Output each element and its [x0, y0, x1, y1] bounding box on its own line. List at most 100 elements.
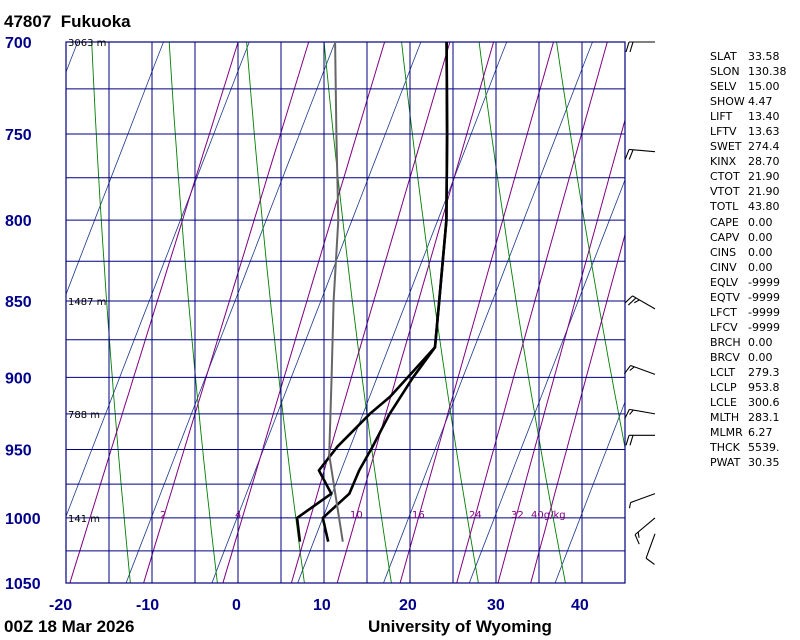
mixing-ratio-label: 10	[350, 510, 363, 521]
index-key: SWET	[710, 140, 742, 154]
index-value: 279.3	[748, 365, 780, 379]
index-row: TOTL 43.80	[710, 199, 787, 214]
isotherm--20	[66, 42, 250, 518]
mixing-ratio-40	[530, 232, 625, 583]
mixing-ratio-label: 16	[412, 510, 425, 521]
station-name: Fukuoka	[60, 12, 131, 31]
temp-tick-label: -10	[136, 597, 159, 614]
barb-staff	[630, 364, 656, 375]
dry-adiabat-320	[556, 42, 625, 450]
barb-staff	[630, 493, 656, 504]
index-row: PWAT 30.35	[710, 455, 787, 470]
pressure-label: 1050	[5, 576, 41, 593]
barb-flag	[625, 435, 630, 446]
parcel-path-line	[328, 42, 344, 542]
dry-adiabat-270	[168, 42, 218, 583]
index-value: 953.8	[748, 381, 780, 395]
index-value: 13.63	[748, 125, 780, 139]
barb-flag	[629, 435, 634, 446]
temp-tick-label: 30	[487, 597, 505, 614]
index-row: CAPE 0.00	[710, 215, 787, 230]
index-key: LCLE	[710, 396, 737, 410]
index-key: EQLV	[710, 275, 739, 289]
barb-flag	[627, 297, 637, 306]
diagram-lines	[10, 0, 625, 583]
index-key: SLON	[710, 65, 740, 79]
index-value: 283.1	[748, 411, 780, 425]
profiles	[295, 42, 449, 542]
barb-flag	[629, 366, 635, 371]
index-key: CINV	[710, 260, 737, 274]
barb-flag	[634, 299, 640, 304]
dewpoint-line	[295, 42, 449, 542]
height-label: 1487 m	[68, 297, 106, 308]
mixing-ratio-label: 40g/kg	[531, 510, 566, 521]
pressure-label: 750	[5, 127, 32, 144]
wind-barb	[624, 148, 656, 160]
index-row: VTOT 21.90	[710, 184, 787, 199]
index-row: EQLV -9999	[710, 275, 787, 290]
sounding-time: 00Z 18 Mar 2026	[4, 617, 135, 636]
isotherm-40	[554, 400, 625, 583]
grid	[65, 41, 626, 584]
dry-adiabat-300	[401, 42, 479, 583]
index-key: LIFT	[710, 110, 733, 124]
index-row: SELV 15.00	[710, 79, 787, 94]
index-key: CINS	[710, 245, 737, 259]
dry-adiabat-260	[91, 42, 131, 583]
index-value: 130.38	[748, 65, 787, 79]
index-key: SELV	[710, 80, 737, 94]
index-row: SWET 274.4	[710, 139, 787, 154]
index-row: SLON 130.38	[710, 64, 787, 79]
index-key: LCLT	[710, 365, 736, 379]
dry-adiabat-250	[10, 0, 43, 583]
index-row: KINX 28.70	[710, 154, 787, 169]
index-row: MLTH 283.1	[710, 410, 787, 425]
index-row: LFCV -9999	[710, 320, 787, 335]
index-value: 28.70	[748, 155, 780, 169]
index-value: 43.80	[748, 200, 780, 214]
plot-border	[65, 41, 626, 584]
dry-adiabat-310	[478, 42, 566, 583]
index-row: LFCT -9999	[710, 305, 787, 320]
index-key: CAPE	[710, 215, 739, 229]
pressure-label: 700	[5, 35, 32, 52]
wind-barb	[628, 493, 656, 509]
pressure-label: 900	[5, 370, 32, 387]
barb-flag	[628, 149, 634, 160]
index-value: 21.90	[748, 170, 780, 184]
index-key: BRCV	[710, 350, 740, 364]
index-key: LFCV	[710, 320, 738, 334]
barb-flag	[625, 41, 630, 53]
wind-barb	[645, 533, 656, 565]
index-row: SLAT 33.58	[710, 49, 787, 64]
pressure-label: 1000	[5, 511, 41, 528]
barb-flag	[629, 41, 634, 53]
index-value: 13.40	[748, 110, 780, 124]
height-label: 3063 m	[68, 38, 106, 49]
mixing-ratio-label: 4	[235, 510, 241, 521]
dry-adiabat-280	[246, 42, 305, 583]
barb-flag	[624, 149, 630, 160]
index-row: LIFT 13.40	[710, 109, 787, 124]
wind-barb	[625, 434, 655, 446]
index-value: -9999	[748, 320, 780, 334]
index-row: CAPV 0.00	[710, 230, 787, 245]
temp-tick-label: 20	[399, 597, 417, 614]
wind-barbs	[623, 41, 656, 565]
index-value: 33.58	[748, 50, 780, 63]
index-row: EQTV -9999	[710, 290, 787, 305]
index-row: CINS 0.00	[710, 245, 787, 260]
index-value: -9999	[748, 305, 780, 319]
barb-staff	[629, 148, 656, 153]
index-row: LCLP 953.8	[710, 380, 787, 395]
index-value: -9999	[748, 290, 780, 304]
index-value: 300.6	[748, 396, 780, 410]
index-key: CTOT	[710, 170, 740, 184]
index-key: VTOT	[710, 185, 740, 199]
barb-flag	[637, 531, 640, 538]
index-row: CINV 0.00	[710, 260, 787, 275]
index-key: EQTV	[710, 290, 740, 304]
index-value: -9999	[748, 275, 780, 289]
